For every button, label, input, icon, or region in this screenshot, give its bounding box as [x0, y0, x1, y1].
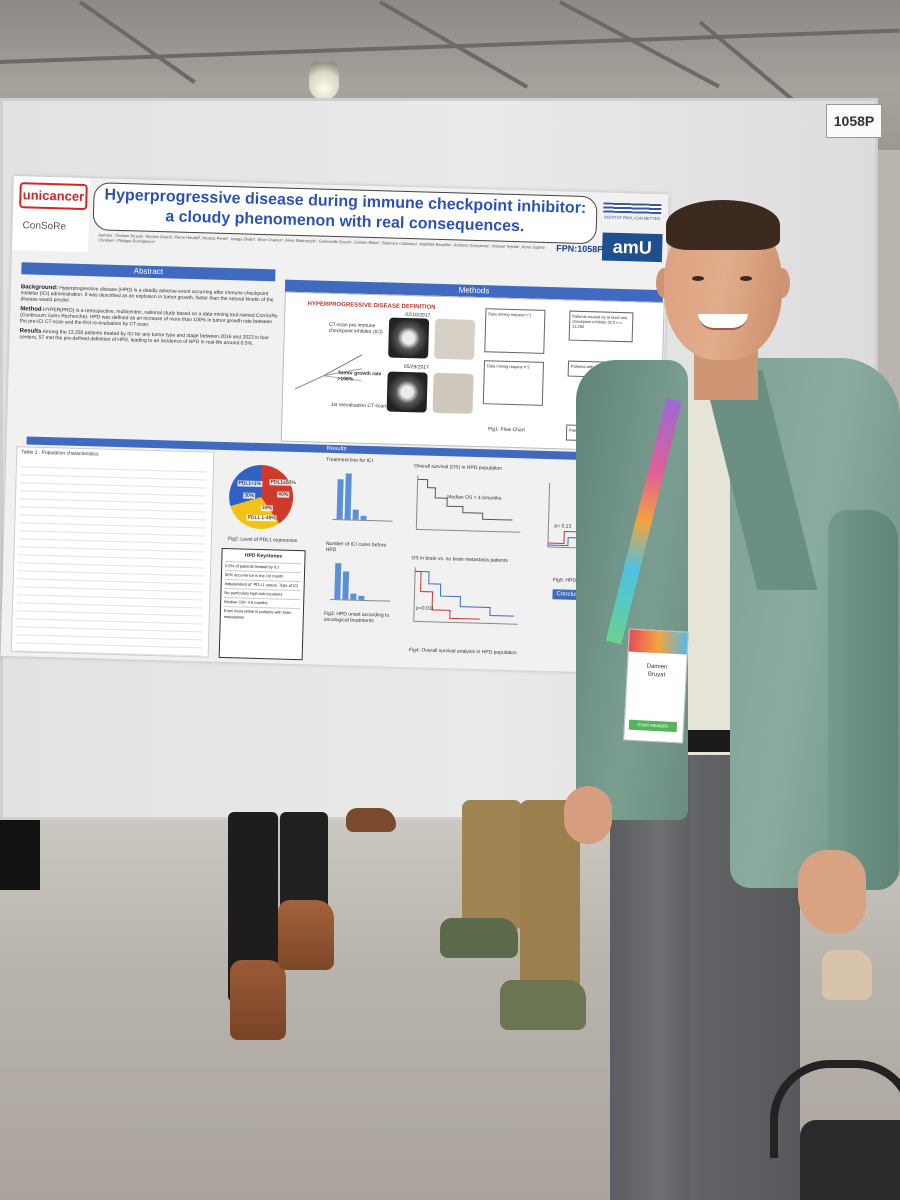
smile [698, 314, 748, 330]
keystone-item: Even more lethal in patients with brain … [223, 606, 301, 624]
abstract-results: Among the 13,250 patients treated by ICI… [19, 328, 270, 347]
badge-header [628, 629, 688, 655]
histogram-bar [358, 595, 365, 600]
ceiling-truss [559, 0, 720, 89]
ct-scan-image [386, 371, 428, 413]
histogram-bar [360, 515, 367, 520]
treatment-line-histogram [332, 469, 394, 522]
pie-label: PDL1<1% [237, 480, 263, 488]
pie-label: PDL1 1-49% [246, 514, 277, 522]
ct-first-label: 1st reevaluation CT-scan [330, 401, 387, 410]
abstract-background: Hyperprogressive disease (HPD) is a dead… [20, 285, 274, 304]
board-number: 1058P [826, 104, 882, 138]
methods-references [284, 415, 481, 442]
histogram-bar [336, 479, 344, 520]
fig3-caption: Fig3: HPD onset according to oncological… [323, 610, 390, 625]
visitor-leg [462, 800, 522, 930]
badge-name: Damien Bruyat [627, 662, 686, 681]
name-badge: Damien Bruyat ESMO MEMBER [623, 628, 689, 744]
sneaker [500, 980, 586, 1030]
treatment-line-title: Treatment line for ICI [326, 456, 374, 465]
ct-scan-image [432, 372, 474, 414]
bag [800, 1120, 900, 1200]
brown-shoe [230, 960, 286, 1040]
brain-title: OS in brain vs. no brain metastasis pati… [411, 555, 508, 564]
ct-pre-label: CT-scan pre immune checkpoint inhibitor … [328, 321, 383, 336]
brown-shoe [278, 900, 334, 970]
flowchart-caption: Fig1: Flow Chart [488, 426, 525, 434]
flow-box-request2: Data mining request n°2 [482, 360, 545, 406]
histogram-bar [352, 509, 359, 520]
ct-scan-image [388, 317, 430, 359]
os-curve [415, 475, 521, 533]
unicancer-logo: unicancer [19, 182, 88, 211]
sandal [822, 950, 872, 1000]
ct-date-2: 05/29/2017 [403, 363, 429, 371]
brown-shoe [346, 808, 396, 832]
pie-label-text: PDL1 1-49% [247, 514, 276, 522]
hand [564, 786, 612, 844]
badge-footer: ESMO MEMBER [628, 719, 678, 733]
eye [692, 276, 704, 281]
ceiling-truss [78, 0, 196, 84]
fig4-caption: Fig4: Overall survival analysis in HPD p… [408, 647, 517, 657]
population-table: Table 1 : Population characteristics [10, 446, 215, 658]
keystones-title: HPD Keystones [244, 552, 283, 560]
cures-title: Number of ICI cures before HPD [325, 540, 387, 554]
ceiling-truss [0, 28, 900, 64]
methods-panel: HYPERPROGRESSIVE DISEASE DEFINITION CT-s… [280, 291, 665, 453]
histogram-bar [342, 571, 350, 600]
hair [666, 200, 780, 250]
pie-value: 30% [260, 505, 273, 512]
consore-logo: ConSoRe [22, 220, 67, 233]
tumor-growth-curve [294, 354, 363, 390]
ct-scan-image [434, 318, 476, 360]
pie-value: 30% [243, 492, 256, 499]
histogram-bar [334, 563, 342, 600]
pie-label-text: PDL1≥50% [270, 479, 296, 486]
tgr-label: Tumor growth rate >100% [337, 370, 382, 383]
pie-label: PDL1≥50% [269, 479, 297, 487]
pie-caption: Fig2: Level of PDL1 expression [227, 536, 298, 545]
cures-histogram [330, 559, 392, 602]
table-body [15, 459, 208, 657]
hand [798, 850, 866, 934]
pie-value: 40% [277, 491, 290, 498]
histogram-bar [350, 593, 357, 600]
histogram-bar [344, 473, 352, 520]
flow-box-request1: Data mining request n°1 [484, 308, 546, 354]
p-value: p=0.011 [415, 605, 435, 612]
sneaker [440, 918, 518, 958]
hpd-keystones: HPD Keystones 0.5% of patients treated b… [218, 547, 306, 661]
brain-os-curve [413, 567, 518, 625]
abstract-text: Background: Hyperprogressive disease (HP… [17, 284, 281, 441]
eye [740, 276, 752, 281]
badge-name-last: Bruyat [647, 671, 666, 679]
arm [828, 510, 898, 890]
bag-strap [770, 1060, 900, 1158]
ceiling-lamp [309, 62, 339, 100]
abstract-header: Abstract [21, 262, 276, 282]
presenter: Damien Bruyat ESMO MEMBER [560, 190, 900, 1200]
table-title: Table 1 : Population characteristics [21, 449, 99, 458]
visitor-leg [0, 820, 40, 890]
hpd-definition-title: HYPERPROGRESSIVE DISEASE DEFINITION [307, 301, 436, 311]
logo-area: unicancer ConSoRe [11, 176, 90, 253]
abstract-method: HYPER(PRO) is a retrospective, multicent… [19, 306, 278, 328]
pie-label-text: PDL1<1% [238, 480, 262, 488]
os-title: Overall survival (OS) in HPD population [413, 463, 502, 472]
